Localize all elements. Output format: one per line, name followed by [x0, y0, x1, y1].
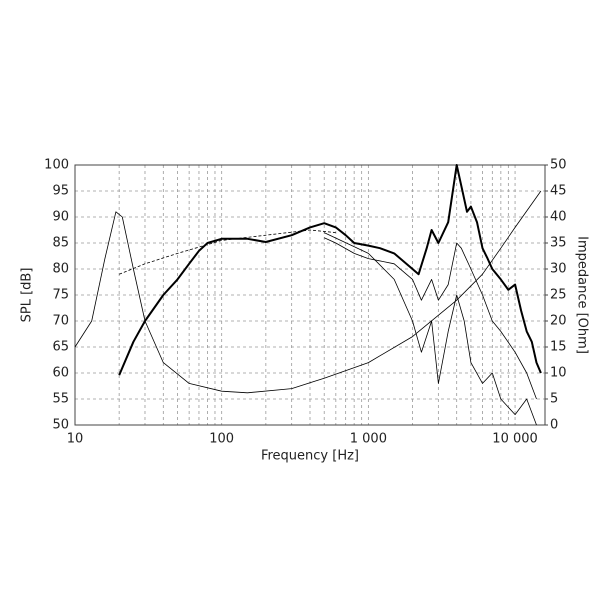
y-tick-label: 90 — [52, 210, 69, 225]
y2-tick-label: 30 — [550, 262, 567, 277]
y2-tick-label: 15 — [550, 340, 567, 355]
series-line — [324, 237, 537, 400]
y-tick-label: 65 — [52, 340, 69, 355]
y-tick-label: 55 — [52, 392, 69, 407]
x-tick-label: 10 — [67, 432, 84, 447]
y-tick-label: 85 — [52, 236, 69, 251]
y2-axis-label: Impedance [Ohm] — [575, 236, 590, 354]
y-tick-label: 100 — [44, 158, 69, 173]
y-tick-label: 75 — [52, 288, 69, 303]
x-tick-label: 10 000 — [492, 432, 538, 447]
series-line — [324, 232, 537, 426]
y-axis-label: SPL [dB] — [20, 268, 35, 323]
series-line — [118, 164, 542, 376]
x-tick-label: 1 000 — [350, 432, 387, 447]
y2-tick-label: 50 — [550, 158, 567, 173]
x-tick-label: 100 — [209, 432, 234, 447]
y-tick-label: 70 — [52, 314, 69, 329]
series-line — [74, 190, 542, 394]
y-tick-label: 80 — [52, 262, 69, 277]
series-line — [119, 229, 336, 275]
y2-tick-label: 45 — [550, 184, 567, 199]
x-axis-label: Frequency [Hz] — [261, 449, 359, 464]
y2-tick-label: 0 — [550, 418, 558, 433]
y-tick-label: 95 — [52, 184, 69, 199]
y2-tick-label: 20 — [550, 314, 567, 329]
y2-tick-label: 35 — [550, 236, 567, 251]
y2-tick-label: 10 — [550, 366, 567, 381]
y2-tick-label: 25 — [550, 288, 567, 303]
plot-frame — [74, 164, 546, 426]
y-tick-label: 50 — [52, 418, 69, 433]
y2-tick-label: 40 — [550, 210, 567, 225]
y-tick-label: 60 — [52, 366, 69, 381]
y2-tick-label: 5 — [550, 392, 558, 407]
